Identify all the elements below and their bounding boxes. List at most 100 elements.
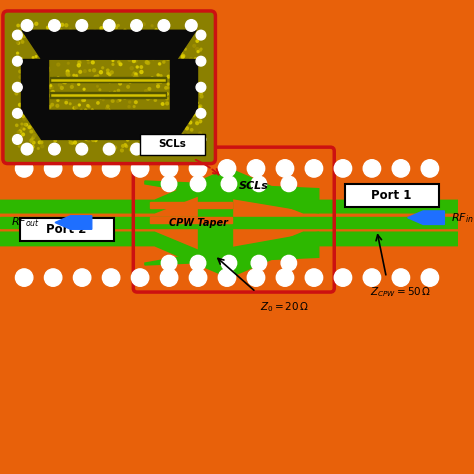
Point (34, 42, 41, 49)
Point (13, 137, 20, 145)
Point (65, 135, 73, 142)
Point (90, 126, 98, 134)
Point (193, 37, 201, 45)
Point (176, 137, 184, 145)
Point (142, 136, 150, 144)
Point (104, 125, 111, 132)
Point (148, 22, 156, 29)
Circle shape (49, 143, 60, 155)
Point (156, 133, 164, 140)
Point (129, 35, 137, 43)
Point (195, 104, 203, 111)
Circle shape (189, 160, 207, 177)
Point (24, 82, 31, 90)
Point (31, 28, 38, 36)
Point (137, 23, 145, 31)
Circle shape (45, 160, 62, 177)
Point (25, 94, 33, 101)
Point (163, 95, 171, 102)
Point (115, 87, 122, 94)
Point (36, 62, 43, 70)
Point (60, 132, 68, 139)
Point (100, 36, 108, 44)
Point (71, 33, 79, 40)
Point (189, 69, 197, 76)
Point (164, 34, 172, 42)
Point (26, 60, 34, 67)
Point (82, 36, 90, 44)
Point (152, 26, 160, 34)
Point (96, 86, 104, 93)
Point (18, 79, 25, 87)
Point (148, 74, 156, 82)
Point (166, 51, 173, 58)
Point (183, 125, 191, 132)
Point (136, 31, 143, 39)
Circle shape (102, 160, 120, 177)
Point (57, 27, 64, 34)
Point (40, 131, 47, 138)
Point (48, 52, 55, 59)
Point (90, 118, 98, 126)
Point (60, 124, 68, 132)
Point (100, 77, 108, 84)
Point (91, 40, 99, 47)
Circle shape (196, 109, 206, 118)
Circle shape (49, 19, 60, 31)
Point (159, 100, 166, 108)
Point (72, 104, 80, 111)
Point (77, 36, 85, 44)
Point (146, 93, 153, 100)
FancyArrow shape (55, 216, 92, 229)
Bar (150, 217, 232, 222)
Point (94, 37, 102, 45)
Point (158, 29, 165, 37)
Point (77, 107, 85, 114)
Point (156, 60, 164, 68)
Point (132, 73, 139, 81)
Point (107, 130, 115, 137)
Point (104, 50, 111, 58)
Point (82, 136, 90, 143)
Point (54, 102, 61, 109)
Point (37, 104, 45, 112)
Point (192, 110, 200, 118)
Circle shape (276, 269, 294, 286)
Point (99, 118, 106, 126)
Point (193, 118, 201, 125)
Point (156, 125, 164, 133)
Circle shape (196, 56, 206, 66)
Circle shape (131, 269, 149, 286)
Point (175, 29, 182, 36)
Circle shape (161, 255, 177, 271)
Point (152, 49, 159, 57)
Point (192, 95, 200, 102)
Point (54, 97, 62, 104)
Point (83, 26, 91, 33)
Point (75, 145, 83, 153)
Point (109, 57, 117, 64)
Point (98, 25, 105, 32)
Point (126, 98, 134, 106)
Point (33, 20, 40, 27)
Point (46, 84, 54, 91)
Point (56, 33, 64, 41)
Point (88, 109, 96, 117)
Point (17, 128, 24, 135)
Point (20, 69, 28, 77)
Point (180, 70, 188, 77)
Point (179, 53, 186, 61)
Point (128, 64, 136, 72)
Point (64, 71, 72, 79)
Point (22, 27, 30, 35)
Point (85, 103, 93, 110)
Point (72, 114, 79, 121)
Point (86, 121, 94, 128)
Point (188, 101, 196, 109)
Point (37, 138, 45, 146)
Point (17, 81, 24, 89)
Point (97, 68, 105, 76)
Point (171, 39, 179, 46)
Point (84, 55, 92, 63)
Point (17, 73, 24, 81)
